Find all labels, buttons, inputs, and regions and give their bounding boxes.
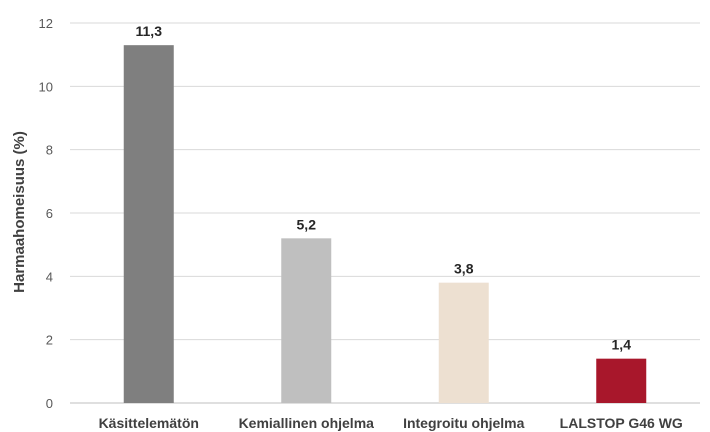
y-tick-label: 2 xyxy=(46,333,53,348)
bar xyxy=(438,282,489,403)
y-tick-label: 0 xyxy=(46,396,53,411)
y-tick-label: 4 xyxy=(46,269,53,284)
y-axis-label: Harmaahomeisuus (%) xyxy=(11,131,28,293)
y-tick-label: 8 xyxy=(46,143,53,158)
data-label: 5,2 xyxy=(297,216,317,232)
y-axis-ticks: 0 2 4 6 8 10 12 xyxy=(39,16,53,411)
data-label: 1,4 xyxy=(612,337,632,353)
category-label: Kemiallinen ohjelma xyxy=(239,415,375,431)
gridlines xyxy=(70,22,700,404)
data-label: 11,3 xyxy=(136,23,163,39)
y-tick-label: 10 xyxy=(39,79,53,94)
category-label: Käsittelemätön xyxy=(99,415,199,431)
y-tick-label: 12 xyxy=(39,16,53,31)
bar xyxy=(281,238,332,403)
category-labels: Käsittelemätön Kemiallinen ohjelma Integro… xyxy=(99,415,683,431)
bar xyxy=(596,358,647,403)
category-label: LALSTOP G46 WG xyxy=(560,415,683,431)
bars xyxy=(123,45,647,404)
y-tick-label: 6 xyxy=(46,206,53,221)
category-label: Integroitu ohjelma xyxy=(403,415,525,431)
data-label: 3,8 xyxy=(454,261,474,277)
data-labels: 11,3 5,2 3,8 1,4 xyxy=(136,23,632,353)
bar xyxy=(123,45,174,404)
